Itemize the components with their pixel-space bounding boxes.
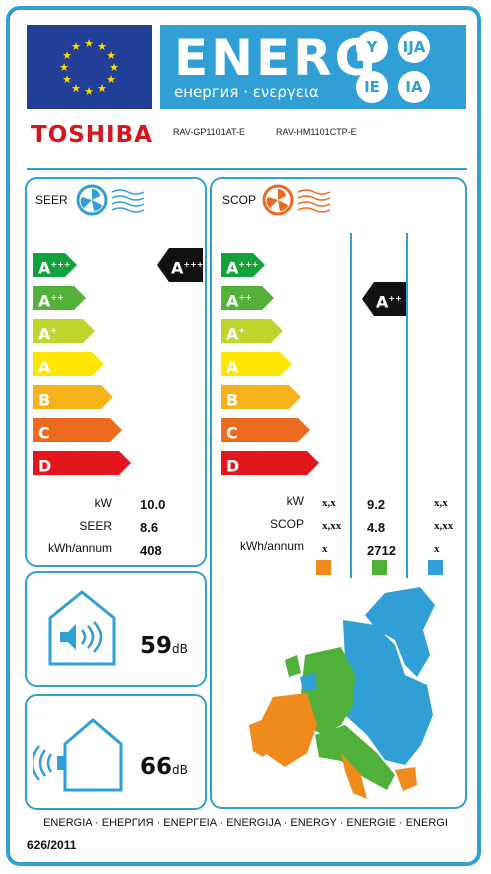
seer-scale-bar: C [33,418,122,442]
scop-label-kwh: kWh/annum [239,539,304,553]
svg-text:★: ★ [84,37,94,50]
seer-scale-bar: A+++ [33,253,77,277]
warmer-zone-swatch [428,560,443,575]
scop-warmer-kw: x,x [434,497,448,509]
scop-label-scop: SCOP [269,517,304,531]
outdoor-model: RAV-HM1101CTP-E [276,127,357,137]
svg-text:★: ★ [106,49,116,62]
indoor-speaker-icon [48,590,116,666]
scop-warmer-scop: x,xx [434,520,454,532]
svg-text:★: ★ [71,82,81,95]
seer-scale-bar: D [33,451,131,475]
energy-title: ENERG [174,29,379,87]
seer-title: SEER [35,193,68,207]
scop-warmer-kwh: x [434,543,440,555]
seer-scale-bar: A++ [33,286,86,310]
svg-text:★: ★ [97,82,107,95]
scop-colder-kwh: x [322,543,328,555]
indoor-noise-panel [25,571,207,687]
energy-subtitle: енергия · ενεργεια [174,83,319,101]
lang-code-y: Y [356,31,388,63]
svg-text:★: ★ [97,40,107,53]
scop-label-kw: kW [286,494,304,508]
heating-fan-icon [262,184,331,216]
scop-panel [210,177,467,809]
footer-languages: ENERGIA · ЕНЕРГИЯ · ΕΝΕΡΓΕΙΑ · ENERGIJA … [43,817,448,829]
scop-colder-scop: x,xx [322,520,342,532]
seer-label-kw: kW [94,496,112,510]
outdoor-noise-value: 66dB [140,754,188,780]
lang-code-ia: IA [398,71,430,103]
seer-value-kwh: 408 [140,543,162,558]
svg-text:★: ★ [71,40,81,53]
scop-scale-bar: B [221,385,301,409]
seer-value-kw: 10.0 [140,497,166,512]
svg-text:★: ★ [106,73,116,86]
seer-scale-bar: A+ [33,319,95,343]
lang-code-ija: IJA [398,31,430,63]
seer-label-seer: SEER [79,519,112,533]
scop-title: SCOP [222,193,257,207]
scop-scale-bar: A+ [221,319,283,343]
svg-text:★: ★ [109,61,119,74]
europe-climate-map [249,587,435,799]
scop-average-scop: 4.8 [367,520,386,535]
zone-divider-2 [406,233,408,578]
scop-scale-bar: C [221,418,310,442]
seer-panel [25,177,207,567]
svg-text:★: ★ [62,49,72,62]
scop-colder-kw: x,x [322,497,336,509]
cooling-fan-icon [76,184,145,216]
scop-scale-bar: A++ [221,286,274,310]
scop-scale-bar: A [221,352,292,376]
scop-average-kw: 9.2 [367,497,386,512]
scop-average-kwh: 2712 [367,543,396,558]
indoor-noise-value: 59dB [140,633,188,659]
colder-zone-swatch [316,560,331,575]
average-zone-swatch [372,560,387,575]
seer-label-kwh: kWh/annum [47,541,112,555]
zone-divider-1 [350,233,352,578]
indoor-model: RAV-GP1101AT-E [173,127,246,137]
brand-logo: TOSHIBA [31,122,153,148]
seer-scale-bar: A [33,352,104,376]
svg-text:★: ★ [59,61,69,74]
energy-banner: ENERG енергия · ενεργεια Y IJA IE IA [160,25,466,109]
seer-scale-bar: B [33,385,113,409]
outdoor-noise-panel [25,694,207,810]
header-divider [27,168,467,170]
eu-flag-logo: ★ ★ ★ ★ ★ ★ ★ ★ ★ ★ ★ ★ [27,25,152,109]
svg-text:★: ★ [84,85,94,98]
eu-stars-icon: ★ ★ ★ ★ ★ ★ ★ ★ ★ ★ ★ ★ [59,37,119,98]
seer-value-seer: 8.6 [140,520,159,535]
label-frame [6,6,481,866]
lang-code-ie: IE [356,71,388,103]
scop-scale-bar: D [221,451,319,475]
regulation-number: 626/2011 [27,838,77,852]
svg-text:★: ★ [62,73,72,86]
outdoor-speaker-icon [33,718,123,792]
